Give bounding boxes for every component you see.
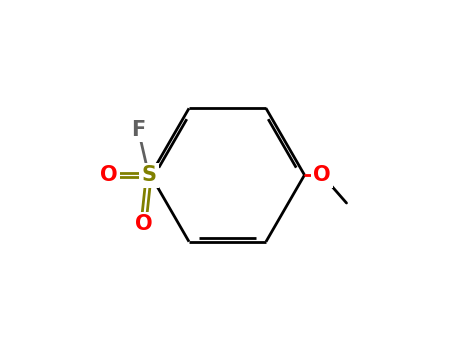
Text: O: O (313, 165, 331, 185)
Text: O: O (100, 165, 117, 185)
Text: S: S (141, 165, 156, 185)
Text: F: F (131, 119, 146, 140)
Text: O: O (135, 214, 152, 234)
